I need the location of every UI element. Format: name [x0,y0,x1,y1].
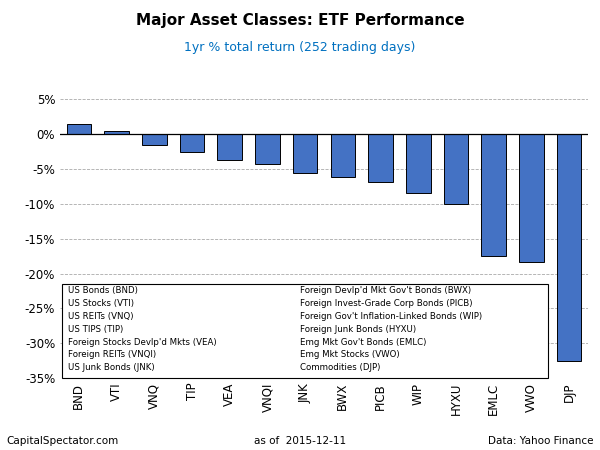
Bar [368,134,393,182]
FancyBboxPatch shape [62,284,548,378]
Text: Foreign Stocks Devlp'd Mkts (VEA): Foreign Stocks Devlp'd Mkts (VEA) [68,338,216,346]
Text: Data: Yahoo Finance: Data: Yahoo Finance [488,436,594,446]
Bar [557,134,581,360]
Bar [331,134,355,177]
Text: US REITs (VNQ): US REITs (VNQ) [68,312,133,321]
Text: US TIPS (TIP): US TIPS (TIP) [68,325,123,334]
Text: US Bonds (BND): US Bonds (BND) [68,286,137,295]
Text: Foreign Devlp'd Mkt Gov't Bonds (BWX): Foreign Devlp'd Mkt Gov't Bonds (BWX) [300,286,472,295]
Bar [104,131,129,134]
Bar [255,134,280,163]
Bar [481,134,506,256]
Bar [217,134,242,160]
Bar [180,134,204,152]
Bar [444,134,468,204]
Bar [519,134,544,262]
Text: Major Asset Classes: ETF Performance: Major Asset Classes: ETF Performance [136,14,464,28]
Text: US Stocks (VTI): US Stocks (VTI) [68,299,134,308]
Text: Foreign Gov't Inflation-Linked Bonds (WIP): Foreign Gov't Inflation-Linked Bonds (WI… [300,312,482,321]
Bar [142,134,167,145]
Text: as of  2015-12-11: as of 2015-12-11 [254,436,346,446]
Bar [406,134,431,194]
Text: Commodities (DJP): Commodities (DJP) [300,363,380,372]
Bar [67,124,91,134]
Text: Foreign REITs (VNQI): Foreign REITs (VNQI) [68,351,155,360]
Text: Emg Mkt Gov't Bonds (EMLC): Emg Mkt Gov't Bonds (EMLC) [300,338,427,346]
Text: US Junk Bonds (JNK): US Junk Bonds (JNK) [68,363,154,372]
Text: Emg Mkt Stocks (VWO): Emg Mkt Stocks (VWO) [300,351,400,360]
Text: Foreign Invest-Grade Corp Bonds (PICB): Foreign Invest-Grade Corp Bonds (PICB) [300,299,473,308]
Text: Foreign Junk Bonds (HYXU): Foreign Junk Bonds (HYXU) [300,325,416,334]
Text: CapitalSpectator.com: CapitalSpectator.com [6,436,118,446]
Text: 1yr % total return (252 trading days): 1yr % total return (252 trading days) [184,40,416,54]
Bar [293,134,317,172]
